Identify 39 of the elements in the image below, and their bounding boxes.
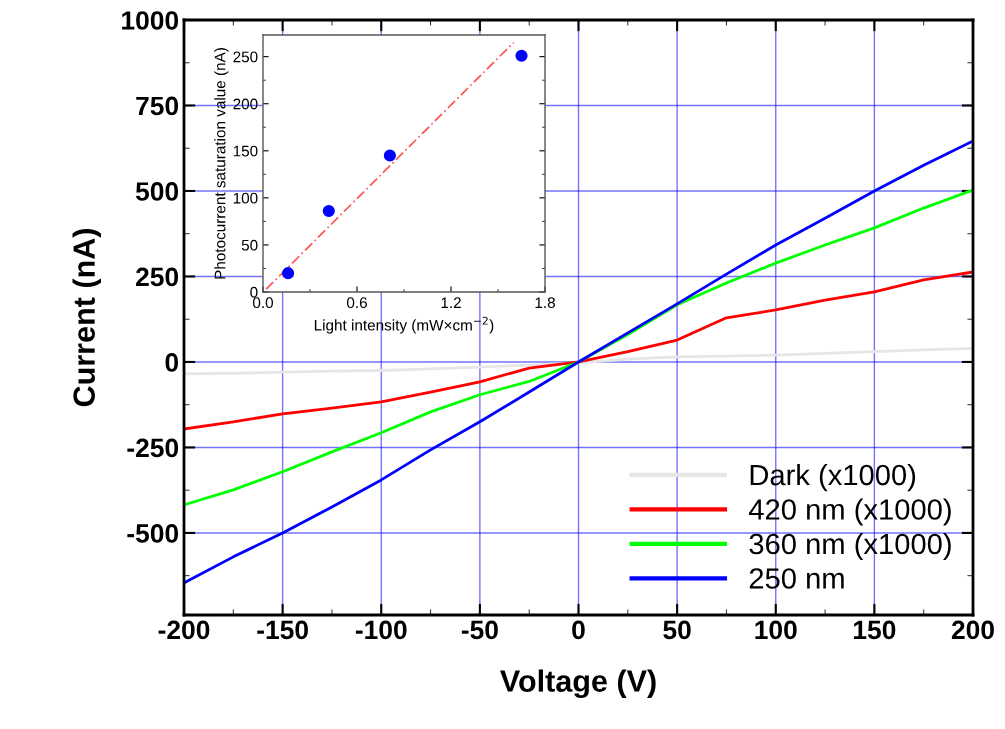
y-tick-label: 500 xyxy=(135,182,179,201)
y-tick-label: 0 xyxy=(250,286,258,298)
legend-label: Dark (x1000) xyxy=(750,463,916,492)
point xyxy=(383,149,396,162)
y-tick-label: 50 xyxy=(241,239,258,251)
line-series xyxy=(184,346,973,376)
legend-label: 420 nm (x1000) xyxy=(748,498,951,526)
x-tick-label: -200 xyxy=(158,620,210,640)
x-tick-label: 150 xyxy=(854,620,896,640)
x-axis-title: Voltage (V) xyxy=(500,669,656,699)
point xyxy=(515,49,528,62)
x-tick-label: 200 xyxy=(951,620,994,640)
y-tick-label: 750 xyxy=(136,96,179,116)
point xyxy=(281,267,295,280)
y-tick-label: 100 xyxy=(233,192,258,204)
legend-label: 360 nm (x1000) xyxy=(749,532,951,561)
y-tick-label: 200 xyxy=(233,98,258,110)
y-tick-label: -250 xyxy=(127,438,179,458)
x-tick-label: 0 xyxy=(572,620,585,640)
y-tick-label: 150 xyxy=(233,145,258,157)
x-tick-label: 0.6 xyxy=(346,297,367,309)
x-tick-label: 0.0 xyxy=(252,297,274,309)
y-axis-title: Current (nA) xyxy=(72,229,101,407)
x-tick-label: 1.2 xyxy=(441,297,461,308)
x-tick-label: -150 xyxy=(257,620,308,640)
y-tick-label: 250 xyxy=(233,51,258,63)
point xyxy=(322,204,335,218)
y-tick-label: 1000 xyxy=(122,11,179,30)
legend-label: 250 nm xyxy=(749,568,844,589)
x-tick-label: 100 xyxy=(755,620,797,640)
x-tick-label: -50 xyxy=(461,620,498,640)
x-tick-label: 1.8 xyxy=(535,297,555,309)
x-tick-label: 50 xyxy=(663,620,691,640)
x-axis-title: Light intensity (mW×cm$^{−2}$) xyxy=(314,316,494,334)
x-tick-label: -100 xyxy=(355,620,407,640)
y-tick-label: -500 xyxy=(127,524,179,543)
y-axis-title: Photocurrent saturation value (nA) xyxy=(214,48,229,279)
y-tick-label: 250 xyxy=(136,267,179,287)
y-tick-label: 0 xyxy=(165,353,179,372)
